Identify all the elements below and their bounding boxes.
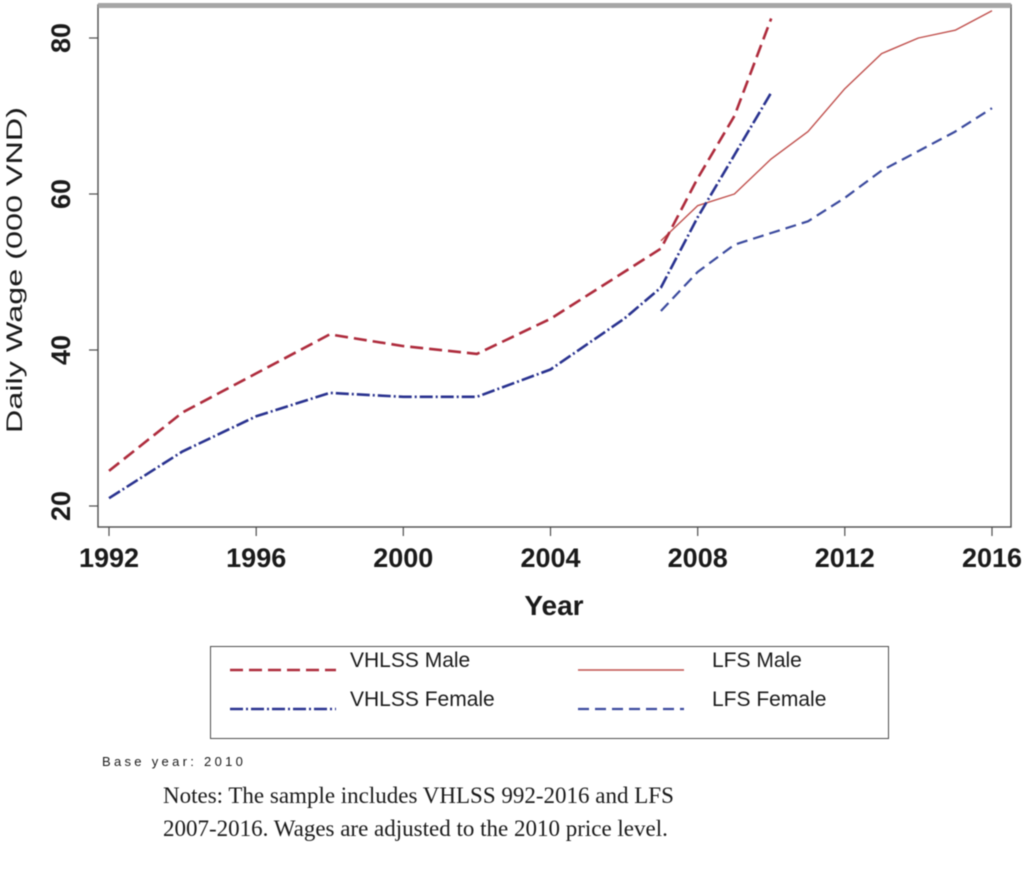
svg-text:2012: 2012 <box>815 543 875 573</box>
svg-text:80: 80 <box>46 23 76 53</box>
svg-text:20: 20 <box>46 491 76 521</box>
svg-text:1992: 1992 <box>79 543 139 573</box>
svg-text:60: 60 <box>46 179 76 209</box>
svg-text:1996: 1996 <box>226 543 286 573</box>
svg-text:40: 40 <box>46 335 76 365</box>
svg-text:2016: 2016 <box>962 543 1022 573</box>
svg-text:Daily Wage (000 VND): Daily Wage (000 VND) <box>2 107 27 433</box>
svg-text:2008: 2008 <box>668 543 728 573</box>
svg-text:Year: Year <box>524 590 583 621</box>
svg-text:2004: 2004 <box>520 543 580 573</box>
svg-text:2000: 2000 <box>373 543 433 573</box>
